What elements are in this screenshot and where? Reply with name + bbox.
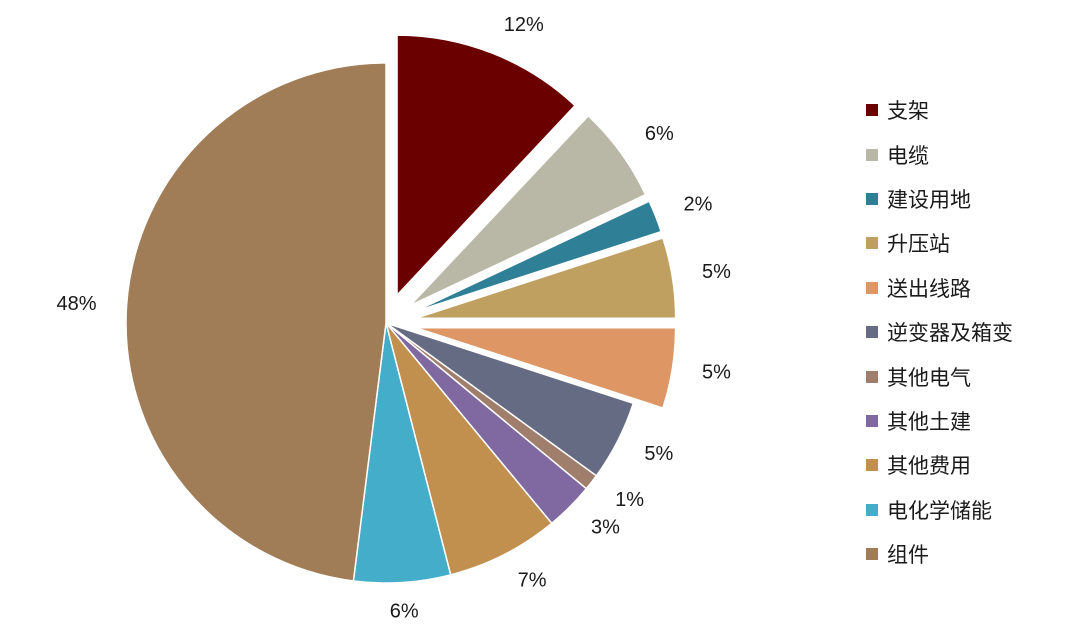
legend-item: 支架 <box>866 88 1076 132</box>
slice-percent-label: 48% <box>57 293 97 315</box>
legend-label: 其他电气 <box>887 365 971 390</box>
legend: 支架电缆建设用地升压站送出线路逆变器及箱变 其他电气其他土建其他费用电化学储能组件 <box>866 88 1076 576</box>
legend-item: 电缆 <box>866 132 1076 176</box>
pie-slice <box>396 34 577 298</box>
pie-slice <box>413 200 663 313</box>
slice-percent-label: 3% <box>591 516 620 538</box>
pie-slice <box>385 322 553 576</box>
slice-percent-label: 6% <box>390 601 419 623</box>
slice-percent-label: 12% <box>504 14 544 36</box>
legend-swatch <box>866 503 878 516</box>
legend-label: 建设用地 <box>887 187 971 212</box>
pie-percent-labels: 12% 6% 2% 5% 5% 5% 1% 3% 7% 6% 48% <box>57 14 732 623</box>
pie-slice <box>409 114 647 307</box>
legend-label: 支架 <box>887 99 929 124</box>
legend-label: 电缆 <box>887 143 929 168</box>
slice-percent-label: 6% <box>645 123 674 145</box>
pie-slice <box>415 326 677 409</box>
slice-percent-label: 5% <box>644 443 673 465</box>
slice-percent-label: 5% <box>702 261 731 283</box>
pie-slice <box>415 237 677 320</box>
legend-swatch <box>866 192 878 205</box>
slice-percent-label: 1% <box>615 489 644 511</box>
legend-swatch <box>866 548 878 561</box>
legend-item: 电化学储能 <box>866 488 1076 532</box>
legend-item: 组件 <box>866 532 1076 576</box>
legend-item: 建设用地 <box>866 177 1076 221</box>
legend-label: 逆变器及箱变 <box>887 321 1013 346</box>
legend-label: 升压站 <box>887 232 950 257</box>
legend-swatch <box>866 281 878 294</box>
legend-item: 其他土建 <box>866 399 1076 443</box>
legend-swatch <box>866 104 878 117</box>
legend-label: 其他费用 <box>887 454 971 479</box>
legend-label: 其他土建 <box>887 409 971 434</box>
legend-item: 其他电气 <box>866 354 1076 398</box>
legend-item: 其他费用 <box>866 443 1076 487</box>
legend-swatch <box>866 459 878 472</box>
legend-swatch <box>866 237 878 250</box>
slice-percent-label: 2% <box>684 193 713 215</box>
legend-swatch <box>866 148 878 161</box>
legend-item: 升压站 <box>866 221 1076 265</box>
legend-label: 电化学储能 <box>887 498 992 523</box>
legend-swatch <box>866 370 878 383</box>
legend-label: 送出线路 <box>887 276 971 301</box>
pie-slice <box>125 62 387 582</box>
legend-label: 组件 <box>887 543 929 568</box>
legend-swatch <box>866 326 878 339</box>
legend-item: 逆变器及箱变 <box>866 310 1076 354</box>
slice-percent-label: 7% <box>518 570 547 592</box>
legend-item: 送出线路 <box>866 266 1076 310</box>
pie-slices <box>125 34 677 584</box>
slice-percent-label: 5% <box>702 361 731 383</box>
legend-swatch <box>866 414 878 427</box>
